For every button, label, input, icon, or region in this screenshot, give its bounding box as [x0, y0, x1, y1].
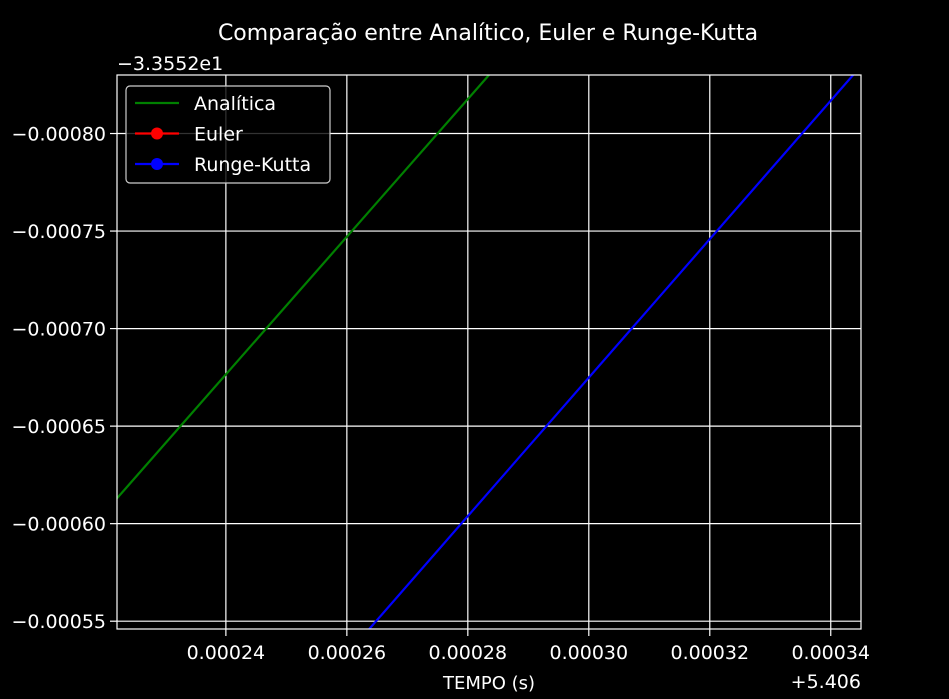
x-offset-label: +5.406	[791, 671, 861, 693]
y-tick-label: −0.00065	[12, 416, 107, 438]
legend-label-runge-kutta: Runge-Kutta	[194, 154, 311, 176]
x-tick-label: 0.00034	[791, 642, 870, 664]
plot-area-frame	[116, 74, 862, 630]
y-tick-label: −0.00060	[12, 514, 107, 536]
y-tick-label: −0.00070	[12, 319, 107, 341]
x-tick-label: 0.00030	[550, 642, 629, 664]
y-tick-label: −0.00055	[12, 611, 107, 633]
chart-title: Comparação entre Analítico, Euler e Rung…	[218, 21, 758, 46]
series-line-runge-kutta	[368, 75, 854, 629]
x-tick-label: 0.00024	[187, 642, 266, 664]
legend: Analítica Euler Runge-Kutta	[125, 85, 331, 184]
legend-marker-euler	[151, 127, 163, 140]
legend-marker-runge-kutta	[151, 158, 163, 170]
x-axis-label: TEMPO (s)	[442, 673, 535, 694]
y-tick-label: −0.00080	[12, 124, 107, 146]
x-tick-label: 0.00026	[308, 642, 387, 664]
y-offset-label: −3.3552e1	[117, 53, 223, 75]
axis-ticks: 0.00024 0.00026 0.00028 0.00030 0.00032 0.000…	[12, 124, 871, 664]
legend-label-anal-tica: Analítica	[194, 93, 276, 115]
x-tick-label: 0.00028	[429, 642, 508, 664]
legend-label-euler: Euler	[194, 124, 243, 146]
series-lines	[117, 75, 854, 629]
x-tick-label: 0.00032	[670, 642, 749, 664]
legend-box	[125, 85, 331, 184]
grid	[117, 75, 861, 629]
y-tick-label: −0.00075	[12, 221, 107, 243]
series-line-anal-tica	[117, 75, 490, 500]
